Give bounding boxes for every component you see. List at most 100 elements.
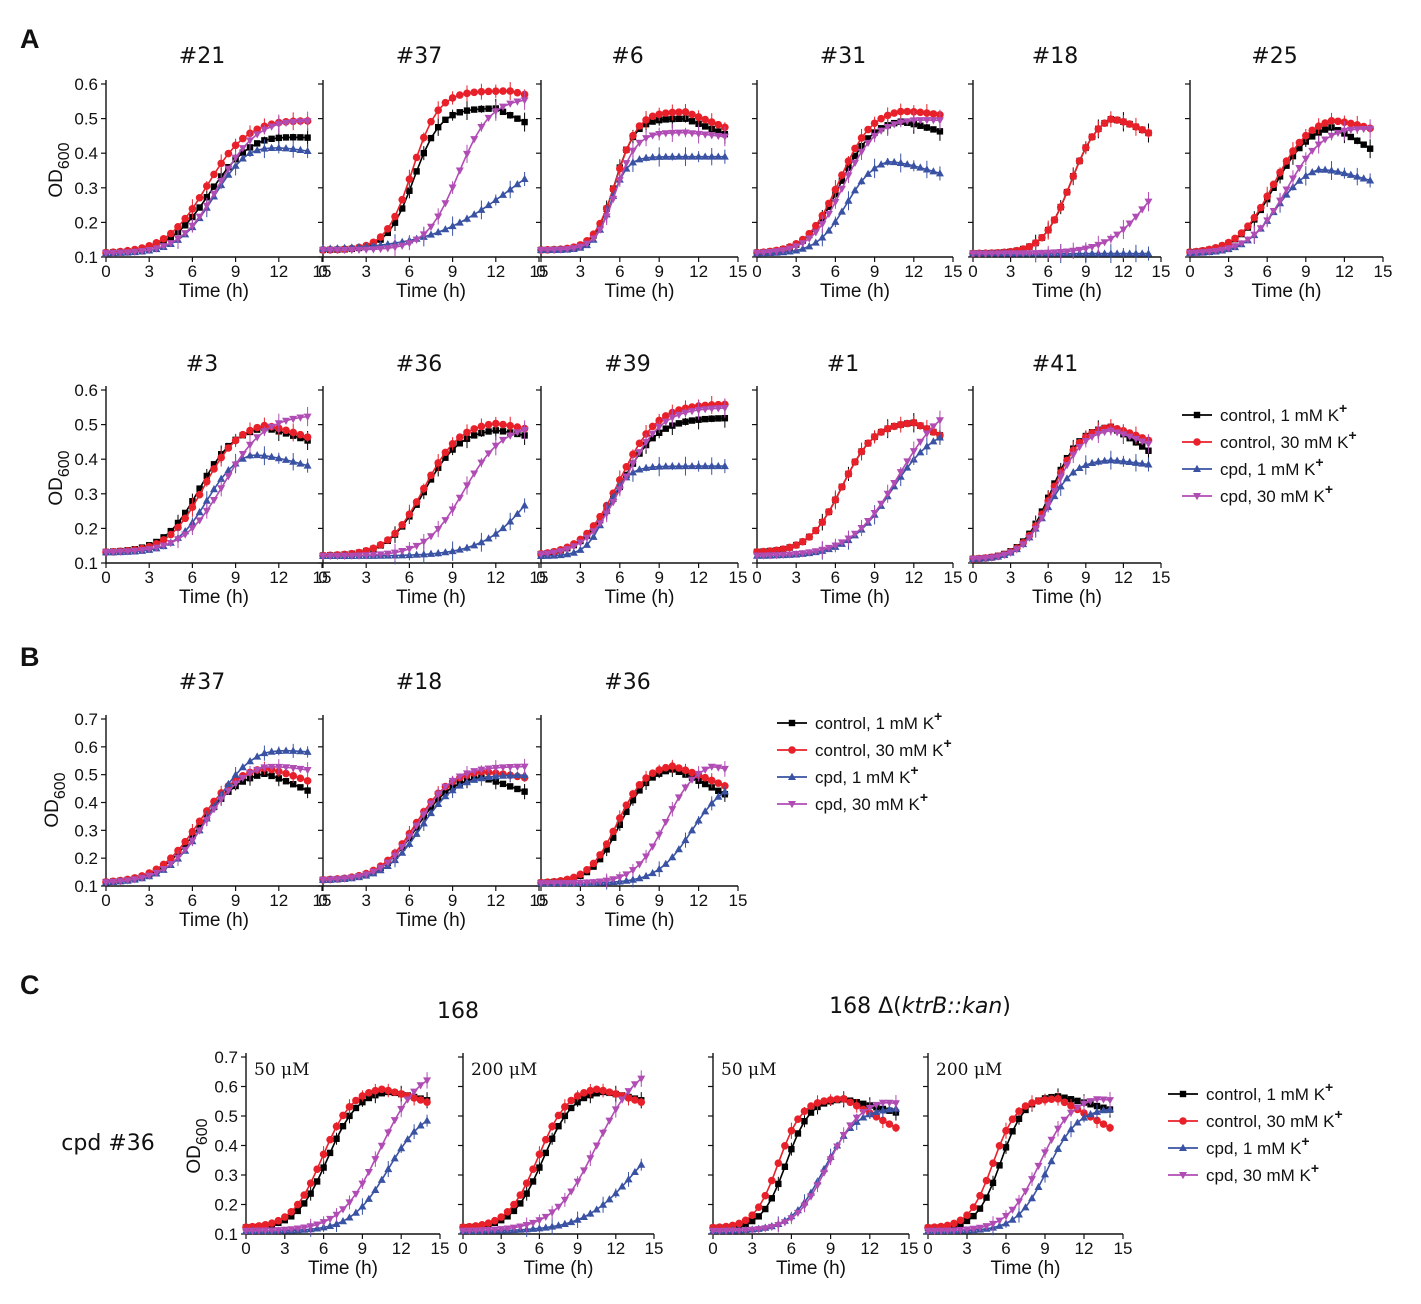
data-point <box>872 1107 881 1116</box>
data-point <box>281 1213 289 1221</box>
data-point <box>963 1211 971 1219</box>
x-tick-label: 6 <box>1043 568 1052 587</box>
data-point <box>1360 141 1367 148</box>
data-point <box>909 448 918 456</box>
data-point <box>477 87 486 96</box>
data-point <box>844 172 853 180</box>
data-point <box>1309 133 1316 140</box>
data-point <box>910 418 918 427</box>
data-point <box>661 412 670 420</box>
data-point <box>885 1105 894 1113</box>
data-point <box>371 1086 380 1095</box>
data-point <box>709 1227 717 1236</box>
data-point <box>384 1086 393 1095</box>
data-point <box>441 448 450 457</box>
data-point <box>674 794 683 802</box>
data-point <box>1138 206 1147 214</box>
data-point <box>484 200 493 209</box>
data-point <box>303 766 312 775</box>
data-point <box>280 1226 289 1234</box>
data-point <box>766 552 775 560</box>
series-line <box>972 118 1149 255</box>
data-point <box>846 1122 855 1130</box>
concentration-label: 50 μM <box>254 1060 310 1080</box>
data-point <box>510 1200 518 1209</box>
data-point <box>800 1202 809 1210</box>
data-point <box>570 873 578 882</box>
data-point <box>1237 229 1246 237</box>
y-tick-label: 0.6 <box>74 75 98 94</box>
data-point <box>203 182 211 190</box>
data-point <box>890 480 899 488</box>
data-point <box>1269 208 1278 216</box>
data-point <box>903 118 912 126</box>
x-tick-label: 3 <box>361 568 370 587</box>
data-point <box>1015 1107 1023 1116</box>
data-point <box>655 152 664 160</box>
data-point <box>655 864 664 873</box>
data-point <box>748 1211 756 1219</box>
series-cpd_30mM <box>537 123 729 255</box>
data-point <box>1019 250 1028 258</box>
data-point <box>994 553 1003 561</box>
data-point <box>662 425 669 432</box>
data-point <box>837 207 846 215</box>
data-point <box>174 536 182 544</box>
data-point <box>550 880 559 888</box>
data-point <box>1125 220 1134 228</box>
axes <box>105 386 322 564</box>
x-axis-label: Time (h) <box>396 281 466 302</box>
series-cpd_30mM <box>537 398 729 559</box>
data-point <box>517 1200 524 1207</box>
data-point <box>642 853 651 861</box>
data-point <box>707 132 716 140</box>
data-point <box>851 186 859 194</box>
data-point <box>1025 250 1034 258</box>
data-point <box>499 190 507 198</box>
x-tick-label: 15 <box>900 1239 919 1258</box>
data-point <box>296 765 305 774</box>
x-tick-label: 3 <box>576 568 585 587</box>
data-point <box>1022 1106 1029 1114</box>
data-point <box>707 799 716 807</box>
data-point <box>582 540 591 548</box>
data-point <box>1067 1125 1075 1133</box>
data-point <box>1295 164 1304 173</box>
data-point <box>1060 1098 1069 1107</box>
data-point <box>981 555 990 563</box>
data-point <box>477 538 486 546</box>
data-point <box>398 843 407 852</box>
data-point <box>448 440 457 448</box>
data-point <box>1282 186 1291 194</box>
data-point <box>253 146 262 154</box>
data-point <box>289 772 298 780</box>
data-point <box>1139 443 1146 450</box>
data-point <box>1044 501 1053 510</box>
data-point <box>290 134 297 141</box>
data-point <box>635 139 644 147</box>
data-point <box>1106 1097 1114 1105</box>
data-point <box>631 1096 639 1104</box>
data-point <box>267 123 276 131</box>
data-point <box>1054 1144 1062 1152</box>
data-point <box>1131 458 1140 466</box>
data-point <box>390 1088 399 1096</box>
data-point <box>793 1209 802 1218</box>
data-point <box>423 1116 432 1124</box>
data-point <box>1002 1219 1010 1227</box>
data-point <box>560 1196 569 1205</box>
data-point <box>159 865 168 874</box>
data-point <box>976 1224 984 1232</box>
data-point <box>346 1112 353 1120</box>
x-tick-label: 6 <box>615 262 624 281</box>
data-point <box>929 110 938 118</box>
data-point <box>890 422 898 431</box>
data-point <box>1144 440 1153 449</box>
data-point <box>202 507 211 516</box>
data-point <box>1063 474 1071 482</box>
data-point <box>224 170 233 178</box>
data-point <box>303 146 312 155</box>
data-point <box>459 1227 467 1235</box>
series-cpd_30mM <box>709 1095 900 1236</box>
data-point <box>463 428 471 437</box>
